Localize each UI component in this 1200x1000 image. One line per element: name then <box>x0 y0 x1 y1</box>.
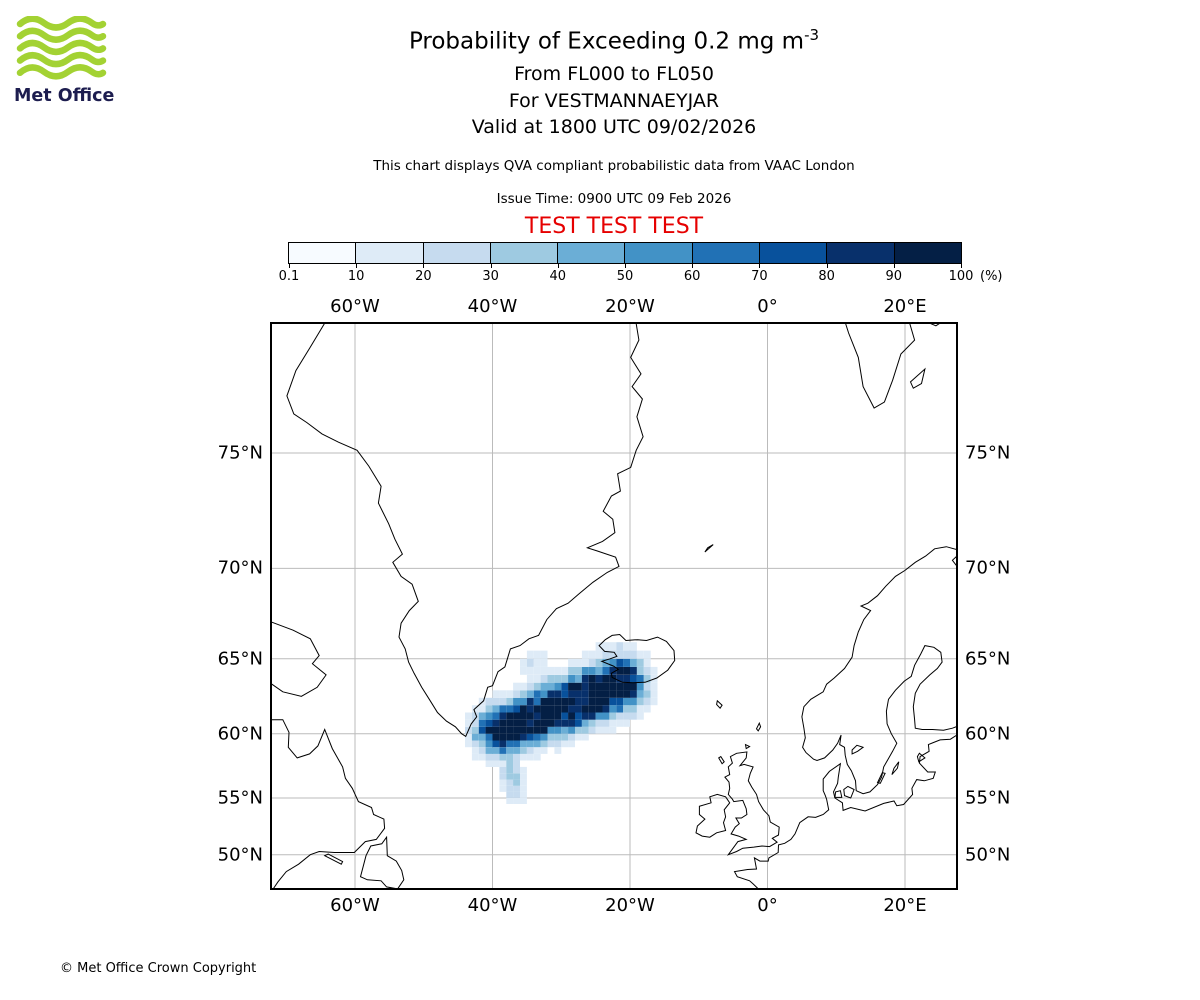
coastlines <box>270 322 958 890</box>
lat-tick-label-right: 60°N <box>965 723 1011 745</box>
colorbar-segment <box>827 243 895 263</box>
colorbar-tick <box>692 264 694 268</box>
lat-tick-label-left: 50°N <box>217 844 263 866</box>
colorbar-segment <box>490 243 559 263</box>
lat-tick-label-left: 75°N <box>217 442 263 464</box>
colorbar-tick <box>759 264 761 268</box>
lon-tick-label-bottom: 20°W <box>605 895 655 916</box>
lon-tick-label-bottom: 20°E <box>883 895 927 916</box>
colorbar-segment <box>423 243 491 263</box>
colorbar-tick <box>423 264 425 268</box>
lon-tick-label-bottom: 0° <box>757 895 778 916</box>
lat-tick-label-right: 65°N <box>965 648 1011 670</box>
colorbar-tick <box>557 264 559 268</box>
title-text: Probability of Exceeding 0.2 mg m <box>408 28 805 55</box>
page-title: Probability of Exceeding 0.2 mg m-3 <box>28 26 1200 55</box>
title-exponent: -3 <box>804 26 820 44</box>
lat-tick-label-right: 50°N <box>965 844 1011 866</box>
colorbar-tick-label: 20 <box>415 269 432 284</box>
probability-plume <box>465 642 658 804</box>
colorbar-tick-label: 80 <box>818 269 835 284</box>
flight-level-range: From FL000 to FL050 <box>514 63 714 85</box>
lon-tick-label-bottom: 60°W <box>330 895 380 916</box>
colorbar-tick-label: 10 <box>347 269 365 284</box>
colorbar-tick-label: 90 <box>885 269 903 284</box>
lat-tick-label-left: 70°N <box>217 557 263 579</box>
lon-tick-label-top: 20°E <box>883 296 927 317</box>
crown-copyright: © Met Office Crown Copyright <box>60 961 257 976</box>
colorbar-segment <box>625 243 693 263</box>
lon-tick-label-top: 60°W <box>330 296 380 317</box>
colorbar-tick-label: 30 <box>482 269 499 284</box>
probability-colorbar: 0.1 10 20 30 40 50 60 70 80 90 100 (%) <box>279 242 1048 290</box>
colorbar-tick-label: 0.1 <box>278 269 300 284</box>
lat-tick-label-right: 75°N <box>965 442 1011 464</box>
colorbar-tick-label: 50 <box>616 269 634 284</box>
colorbar-strip <box>288 242 962 264</box>
lon-tick-label-top: 20°W <box>605 296 655 317</box>
colorbar-tick <box>893 264 895 268</box>
met-office-logo: Met Office <box>14 15 134 106</box>
colorbar-tick-label: 100 <box>948 269 974 284</box>
colorbar-tick <box>356 264 358 268</box>
logo-wordmark: Met Office <box>14 86 115 106</box>
colorbar-tick <box>289 264 290 268</box>
colorbar-segment <box>356 243 424 263</box>
map-border <box>270 322 958 890</box>
lon-tick-label-top: 0° <box>757 296 778 317</box>
lat-tick-label-left: 65°N <box>217 648 263 670</box>
lat-tick-label-left: 60°N <box>217 723 263 745</box>
colorbar-tick <box>490 264 492 268</box>
colorbar-segment <box>289 243 357 263</box>
colorbar-tick-label: 70 <box>751 269 768 284</box>
test-banner: TEST TEST TEST <box>524 214 704 239</box>
colorbar-tick <box>625 264 626 268</box>
logo-waves-icon <box>16 15 107 80</box>
colorbar-segment <box>558 243 626 263</box>
graticule <box>270 322 958 890</box>
qva-note: This chart displays QVA compliant probab… <box>373 158 855 174</box>
colorbar-segment <box>894 243 961 263</box>
issue-time: Issue Time: 0900 UTC 09 Feb 2026 <box>496 191 732 207</box>
colorbar-tick <box>961 264 962 268</box>
map-canvas <box>270 322 958 890</box>
lat-tick-label-left: 55°N <box>217 787 263 809</box>
colorbar-unit: (%) <box>980 269 1003 284</box>
volcano-name: For VESTMANNAEYJAR <box>508 90 720 112</box>
lon-tick-label-top: 40°W <box>467 296 518 317</box>
colorbar-tick-label: 60 <box>683 269 701 284</box>
lat-tick-label-right: 55°N <box>965 787 1011 809</box>
lon-tick-label-bottom: 40°W <box>467 895 518 916</box>
colorbar-tick-label: 40 <box>549 269 567 284</box>
lat-tick-label-right: 70°N <box>965 557 1011 579</box>
valid-time: Valid at 1800 UTC 09/02/2026 <box>471 116 757 138</box>
colorbar-segment <box>692 243 761 263</box>
colorbar-segment <box>760 243 828 263</box>
colorbar-tick <box>826 264 828 268</box>
